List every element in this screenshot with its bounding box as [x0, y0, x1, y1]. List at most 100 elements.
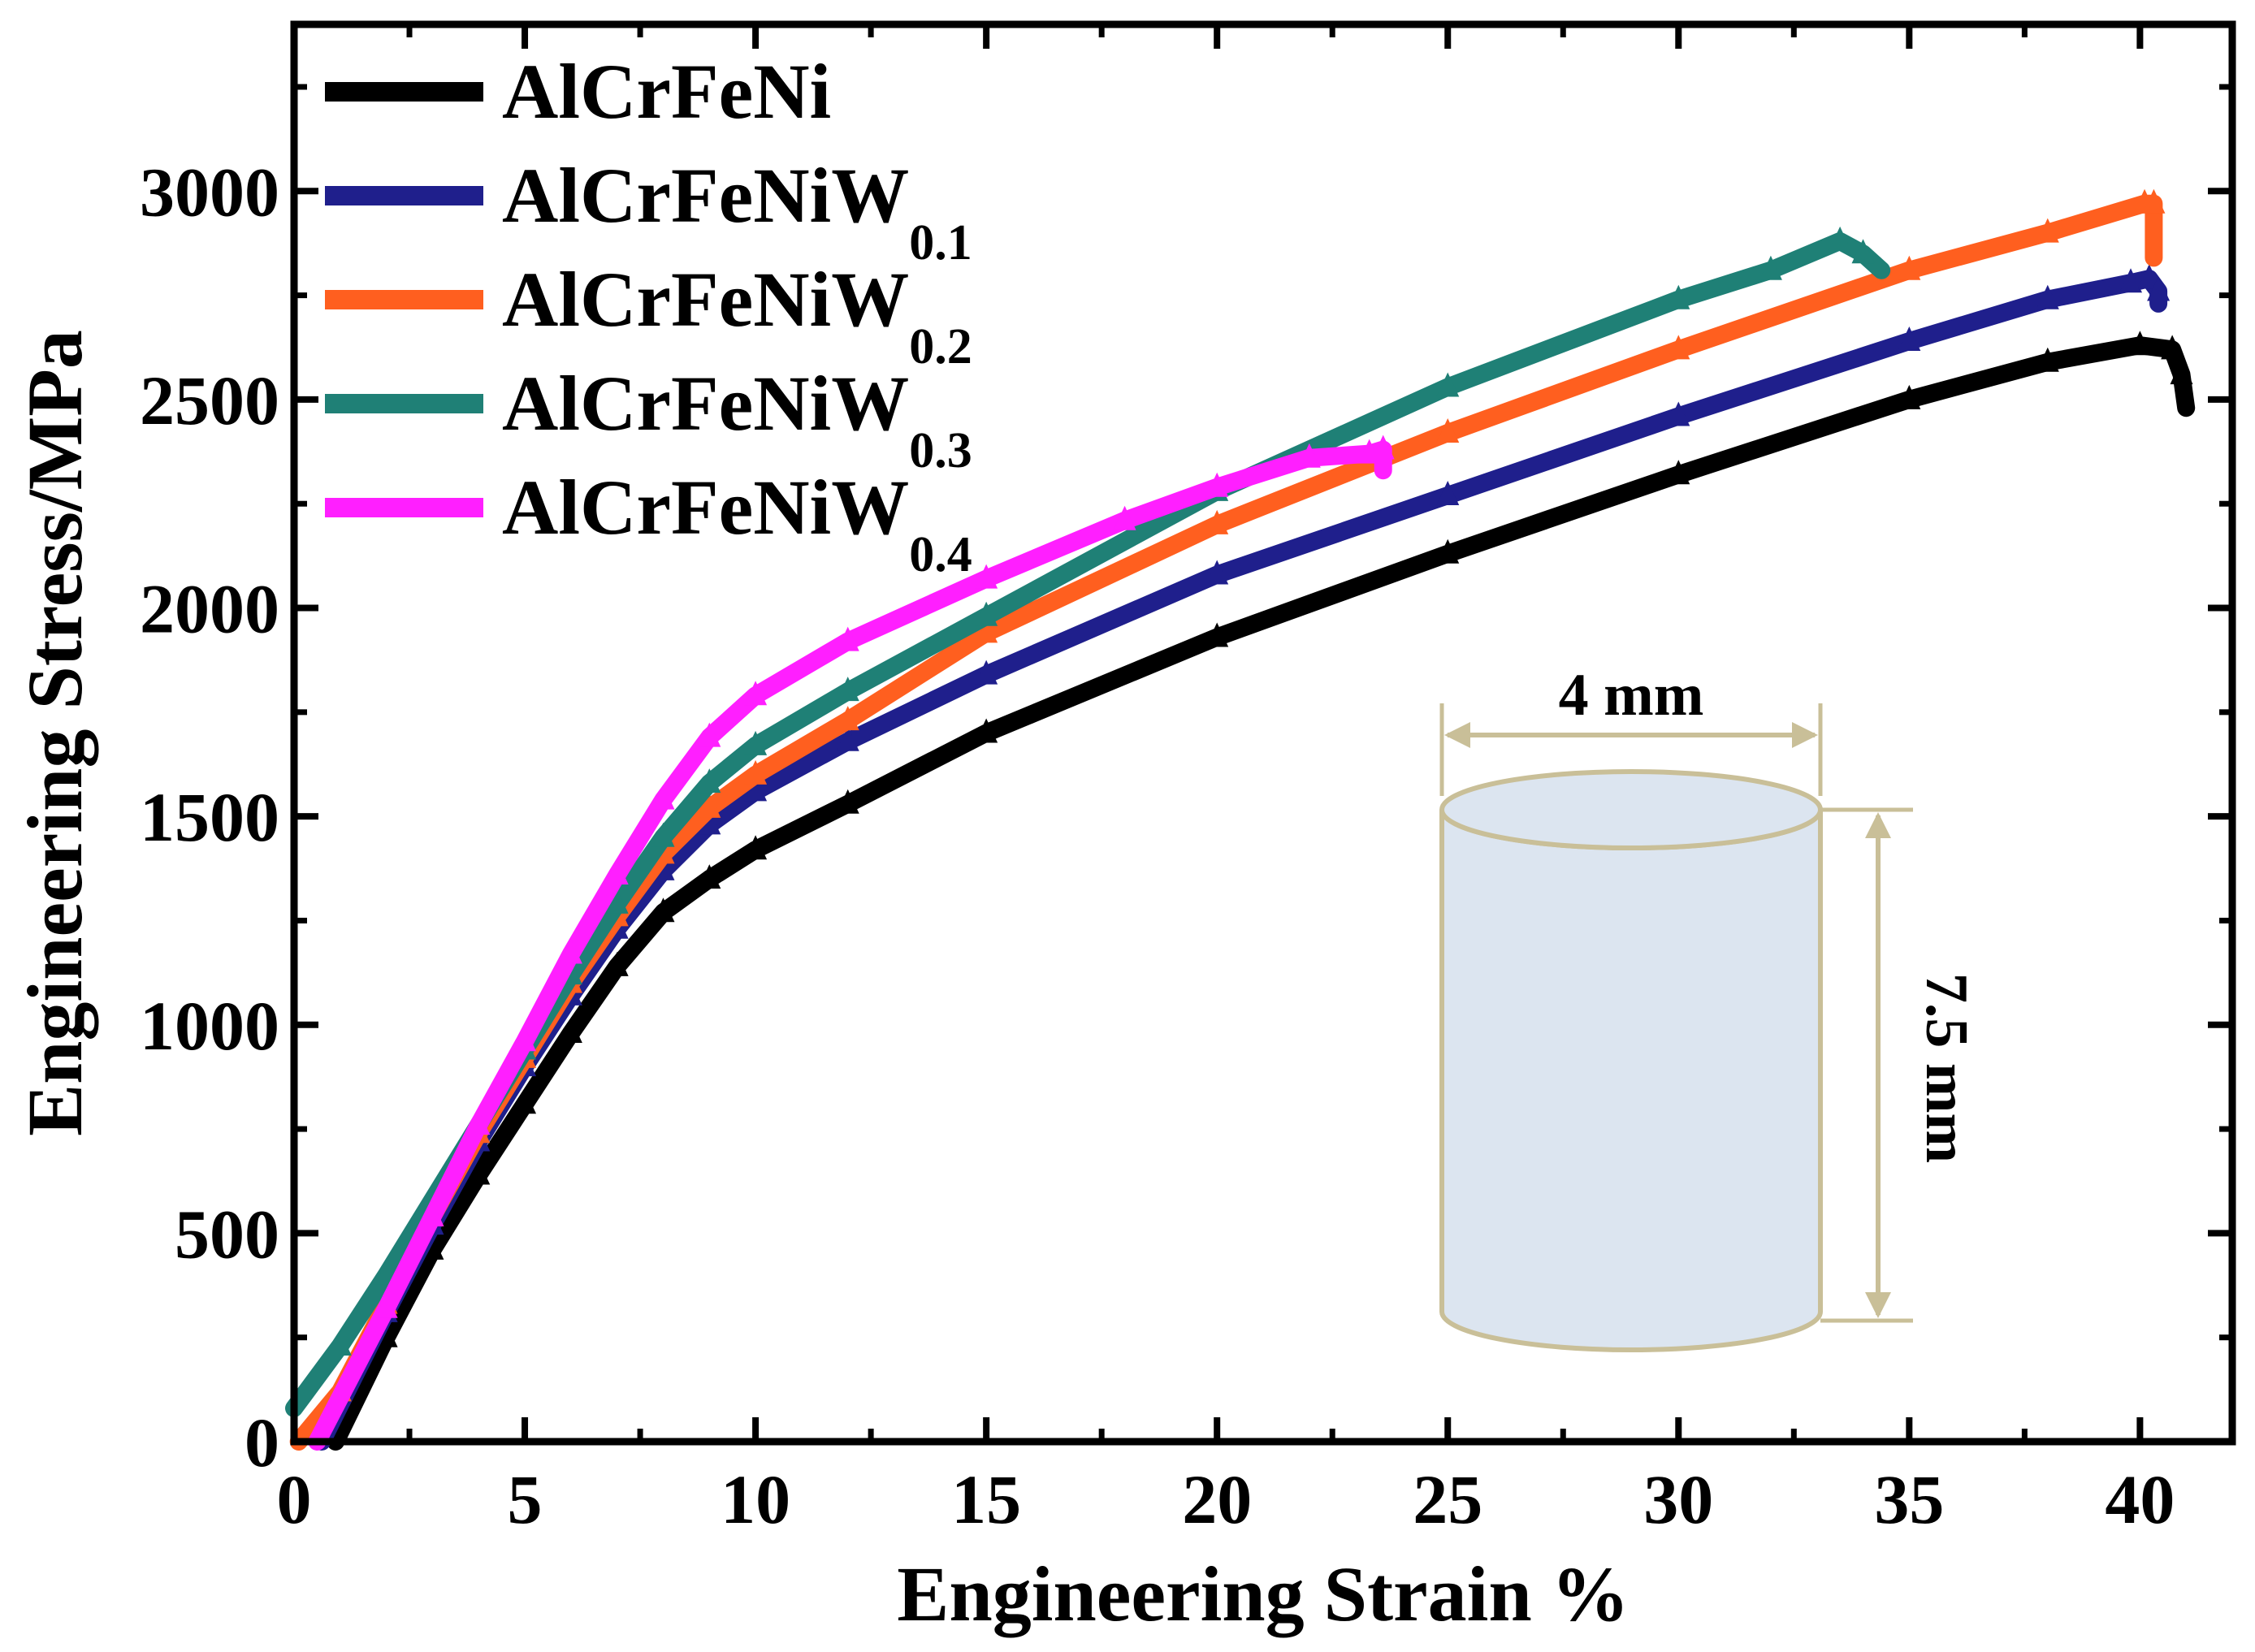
series-marker-1 — [698, 810, 721, 835]
series-marker-3 — [605, 889, 629, 914]
series-marker-1 — [1436, 480, 1460, 505]
series-marker-1 — [1898, 327, 1921, 352]
x-tick-label: 0 — [277, 1460, 312, 1538]
height-arrowhead-top — [1865, 812, 1891, 838]
series-marker-0 — [467, 1160, 491, 1185]
series-marker-4 — [605, 860, 629, 884]
series-marker-0 — [1205, 622, 1229, 647]
series-marker-3 — [744, 730, 768, 755]
series-marker-0 — [651, 897, 675, 923]
plot-border — [290, 20, 2236, 1446]
series-marker-0 — [1436, 538, 1460, 564]
series-marker-0 — [744, 835, 768, 860]
cylinder-top — [1439, 769, 1823, 850]
series-marker-4 — [744, 681, 768, 706]
series-marker-0 — [2161, 335, 2184, 360]
series-marker-4 — [1113, 505, 1136, 530]
series-marker-4 — [513, 1027, 537, 1052]
series-marker-4 — [374, 1293, 398, 1318]
series-marker-1 — [2137, 264, 2161, 289]
y-axis-title: Engineering Stress/MPa — [11, 330, 98, 1136]
series-marker-1 — [836, 726, 859, 751]
series-marker-1 — [975, 660, 998, 685]
series-marker-0 — [605, 951, 629, 976]
legend: AlCrFeNiAlCrFeNiW0.1AlCrFeNiW0.2AlCrFeNi… — [325, 48, 972, 582]
series-marker-2 — [2142, 188, 2166, 214]
y-tick-label: 3000 — [140, 153, 279, 231]
cylinder-body — [1439, 809, 1823, 1352]
legend-subscript: 0.3 — [909, 423, 972, 478]
x-tick-label: 40 — [2105, 1460, 2175, 1538]
series-marker-2 — [975, 618, 998, 643]
series-marker-0 — [2036, 347, 2059, 372]
series-marker-0 — [559, 1018, 582, 1044]
series-marker-4 — [975, 564, 998, 589]
y-tick-label: 2500 — [140, 361, 279, 439]
legend-subscript: 0.2 — [909, 319, 972, 374]
series-marker-0 — [1898, 384, 1921, 409]
y-tick-label: 1500 — [140, 778, 279, 856]
series-marker-0 — [513, 1089, 537, 1114]
y-tick-label: 2000 — [140, 570, 279, 648]
series-marker-3 — [975, 601, 998, 626]
legend-subscript: 0.4 — [909, 527, 972, 582]
series-marker-3 — [836, 677, 859, 702]
legend-label: AlCrFeNiW0.3 — [502, 360, 972, 478]
series-marker-4 — [1205, 472, 1229, 497]
series-marker-3 — [328, 1330, 352, 1356]
series-marker-2 — [836, 706, 859, 731]
series-marker-4 — [698, 722, 721, 747]
x-tick-label: 15 — [951, 1460, 1021, 1538]
specimen-inset: 4 mm 7.5 mm — [1439, 662, 1980, 1352]
series-marker-0 — [698, 864, 721, 889]
series-marker-3 — [1851, 239, 1875, 264]
legend-label: AlCrFeNiW0.1 — [502, 152, 972, 270]
plot-frame — [290, 20, 2236, 1446]
series-marker-4 — [421, 1201, 444, 1226]
x-tick-label: 5 — [508, 1460, 543, 1538]
x-tick-label: 30 — [1643, 1460, 1713, 1538]
y-tick-label: 0 — [245, 1403, 279, 1481]
series-marker-4 — [651, 785, 675, 810]
series-marker-4 — [1371, 435, 1395, 460]
x-tick-label: 10 — [721, 1460, 790, 1538]
x-tick-label: 20 — [1182, 1460, 1252, 1538]
series-marker-0 — [2170, 360, 2193, 385]
series-marker-2 — [1436, 417, 1460, 443]
diameter-arrowhead-right — [1792, 722, 1818, 748]
series-marker-3 — [1436, 372, 1460, 397]
x-tick-label: 25 — [1413, 1460, 1482, 1538]
diameter-arrowhead-left — [1444, 722, 1470, 748]
height-arrowhead-bottom — [1865, 1292, 1891, 1318]
series-marker-4 — [1297, 443, 1321, 468]
legend-label: AlCrFeNi — [502, 48, 831, 135]
series-marker-2 — [698, 793, 721, 818]
series-marker-2 — [1205, 509, 1229, 534]
series-line-4 — [308, 440, 1392, 1451]
series-marker-1 — [1205, 560, 1229, 585]
series-marker-1 — [744, 776, 768, 802]
y-tick-label: 500 — [175, 1195, 279, 1273]
series-marker-1 — [1667, 401, 1690, 426]
series-marker-2 — [1898, 255, 1921, 280]
series-marker-1 — [2147, 276, 2171, 301]
series-marker-1 — [2119, 268, 2143, 293]
legend-label: AlCrFeNiW0.4 — [502, 464, 972, 582]
height-label: 7.5 mm — [1913, 973, 1980, 1163]
series-marker-0 — [975, 718, 998, 743]
series-marker-3 — [651, 822, 675, 847]
data-series-group — [285, 188, 2196, 1451]
series-line-1 — [313, 270, 2168, 1451]
series-marker-1 — [2036, 284, 2059, 309]
legend-label: AlCrFeNiW0.2 — [502, 256, 972, 374]
series-marker-3 — [1667, 284, 1690, 309]
x-axis-title: Engineering Strain % — [897, 1550, 1629, 1637]
series-marker-4 — [467, 1109, 491, 1135]
series-marker-2 — [1667, 335, 1690, 360]
y-tick-label: 1000 — [140, 987, 279, 1065]
legend-subscript: 0.1 — [909, 215, 972, 270]
series-marker-0 — [2128, 331, 2152, 356]
series-marker-0 — [1667, 460, 1690, 485]
series-marker-3 — [1759, 255, 1782, 280]
